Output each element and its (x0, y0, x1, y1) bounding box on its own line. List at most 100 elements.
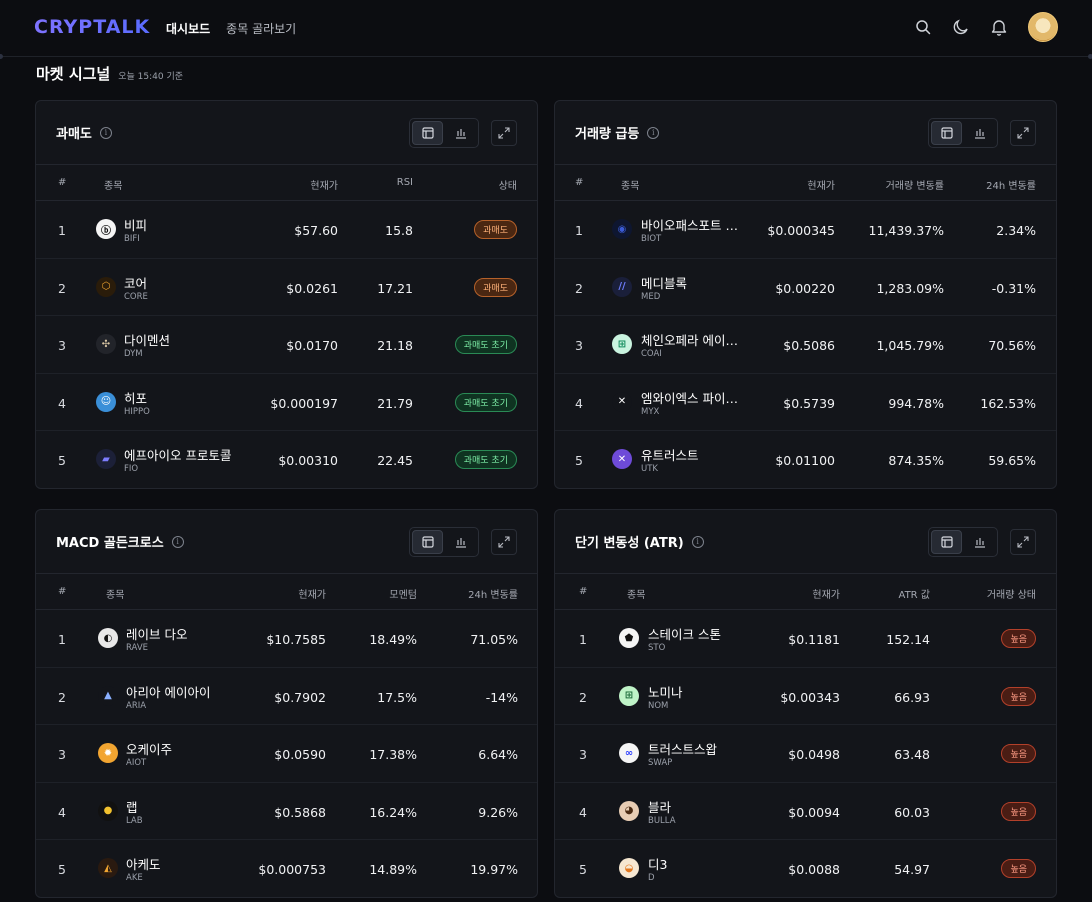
table-row[interactable]: 4 ● 랩 LAB $0.5868 16.24% 9.26% (36, 783, 537, 841)
status-badge: 높음 (1001, 801, 1036, 821)
table-view-icon[interactable] (412, 121, 444, 145)
nav-dashboard[interactable]: 대시보드 (166, 22, 211, 36)
table-row[interactable]: 1 ⓑ 비피 BIFI $57.60 15.8 과매도 (36, 201, 537, 259)
coin-icon: ▲ (98, 685, 118, 706)
bell-icon[interactable] (990, 18, 1008, 36)
table-row[interactable]: 3 ✣ 다이멘션 DYM $0.0170 21.18 과매도 초기 (36, 316, 537, 374)
coin-icon: ▰ (96, 449, 116, 470)
col-momentum: 모멘텀 (389, 590, 417, 601)
info-icon[interactable]: i (99, 126, 112, 139)
table-row[interactable]: 5 ✕ 유트러스트 UTK $0.01100 874.35% 59.65% (555, 431, 1056, 488)
expand-icon[interactable] (1010, 120, 1036, 146)
coin-name[interactable]: 체인오페라 에이… (641, 333, 738, 349)
coin-symbol: MYX (641, 406, 660, 417)
coin-name[interactable]: 아리아 에이아이 (126, 684, 211, 700)
price: $0.000197 (270, 395, 338, 411)
panel-header: 거래량 급등 i (555, 101, 1056, 165)
table-row[interactable]: 2 ⬡ 코어 CORE $0.0261 17.21 과매도 (36, 259, 537, 317)
price: $0.0261 (286, 280, 338, 296)
table-row[interactable]: 1 ◐ 레이브 다오 RAVE $10.7585 18.49% 71.05% (36, 610, 537, 668)
table-view-icon[interactable] (412, 530, 444, 554)
chart-view-icon[interactable] (445, 530, 476, 554)
table-body: 1 ⬟ 스테이크 스톤 STO $0.1181 152.14 높음 2 ⊞ 노미나… (555, 610, 1056, 897)
price: $0.00220 (775, 280, 835, 296)
coin-name[interactable]: 다이멘션 (124, 333, 171, 349)
metric-value: 17.21 (377, 280, 413, 296)
expand-icon[interactable] (491, 120, 517, 146)
coin-name[interactable]: 메디블록 (641, 275, 688, 291)
coin-name[interactable]: 디3 (648, 857, 668, 873)
table-row[interactable]: 4 ☺ 히포 HIPPO $0.000197 21.79 과매도 초기 (36, 374, 537, 432)
table-row[interactable]: 1 ◉ 바이오패스포트 … BIOT $0.000345 11,439.37% 2… (555, 201, 1056, 259)
info-icon[interactable]: i (691, 535, 704, 548)
metric-value: 17.5% (377, 689, 417, 705)
table-row[interactable]: 4 ✕ 엠와이엑스 파이… MYX $0.5739 994.78% 162.53% (555, 374, 1056, 432)
coin-name[interactable]: 트러스트스왑 (648, 742, 718, 758)
coin-name[interactable]: 오케이주 (126, 742, 173, 758)
row-rank: 3 (579, 747, 587, 763)
coin-name[interactable]: 레이브 다오 (126, 627, 188, 642)
coin-name[interactable]: 비피 (124, 218, 148, 233)
table-row[interactable]: 3 ⊞ 체인오페라 에이… COAI $0.5086 1,045.79% 70.5… (555, 316, 1056, 374)
search-icon[interactable] (914, 18, 932, 36)
table-row[interactable]: 2 ⊞ 노미나 NOM $0.00343 66.93 높음 (555, 668, 1056, 726)
coin-name[interactable]: 블라 (648, 799, 672, 815)
coin-name[interactable]: 히포 (124, 390, 148, 406)
price: $0.0170 (286, 338, 338, 354)
table-view-icon[interactable] (931, 121, 963, 145)
row-rank: 1 (579, 632, 587, 647)
table-row[interactable]: 1 ⬟ 스테이크 스톤 STO $0.1181 152.14 높음 (555, 610, 1056, 668)
row-rank: 1 (58, 223, 66, 238)
table-row[interactable]: 5 ◒ 디3 D $0.0088 54.97 높음 (555, 840, 1056, 897)
coin-name[interactable]: 스테이크 스톤 (648, 627, 721, 642)
coin-symbol: AIOT (126, 758, 147, 769)
coin-name[interactable]: 랩 (126, 799, 138, 815)
table-row[interactable]: 2 ▲ 아리아 에이아이 ARIA $0.7902 17.5% -14% (36, 668, 537, 726)
panel-macd-golden-cross: MACD 골든크로스 i # 종목 현재가 모멘텀 24h 변동률 1 ◐ 레이… (35, 509, 538, 898)
change-24h: 2.34% (996, 223, 1036, 238)
coin-name[interactable]: 유트러스트 (641, 448, 699, 464)
table-row[interactable]: 5 ◭ 아케도 AKE $0.000753 14.89% 19.97% (36, 840, 537, 897)
status-badge: 높음 (1001, 859, 1036, 879)
logo[interactable]: CRYPTALK (34, 16, 151, 38)
info-icon[interactable]: i (171, 535, 184, 548)
metric-value: 17.38% (369, 747, 417, 763)
metric-value: 1,045.79% (876, 338, 944, 354)
moon-icon[interactable] (952, 18, 970, 36)
coin-name[interactable]: 에프아이오 프로토콜 (124, 448, 232, 464)
status-badge: 과매도 초기 (454, 392, 517, 412)
coin-symbol: HIPPO (124, 406, 150, 417)
coin-name[interactable]: 코어 (124, 275, 148, 291)
table-row[interactable]: 4 ◕ 블라 BULLA $0.0094 60.03 높음 (555, 783, 1056, 841)
nav-stock-picker[interactable]: 종목 골라보기 (226, 22, 297, 36)
panel-title-text: 과매도 (56, 127, 92, 142)
coin-name[interactable]: 엠와이엑스 파이… (641, 390, 738, 406)
coin-symbol: BIFI (124, 234, 140, 244)
row-rank: 2 (575, 280, 583, 296)
chart-view-icon[interactable] (445, 121, 476, 145)
expand-icon[interactable] (491, 529, 517, 555)
info-icon[interactable]: i (647, 126, 660, 139)
chart-view-icon[interactable] (964, 530, 995, 554)
coin-icon: ✕ (612, 391, 632, 412)
chart-view-icon[interactable] (964, 121, 995, 145)
table-row[interactable]: 5 ▰ 에프아이오 프로토콜 FIO $0.00310 22.45 과매도 초기 (36, 431, 537, 488)
coin-name[interactable]: 바이오패스포트 … (641, 218, 738, 233)
table-row[interactable]: 3 ∞ 트러스트스왑 SWAP $0.0498 63.48 높음 (555, 725, 1056, 783)
table-body: 1 ◉ 바이오패스포트 … BIOT $0.000345 11,439.37% 2… (555, 201, 1056, 488)
coin-icon: ⬡ (96, 276, 116, 297)
expand-icon[interactable] (1010, 529, 1036, 555)
row-rank: 3 (58, 338, 66, 354)
coin-icon: ∞ (619, 743, 639, 764)
coin-name[interactable]: 아케도 (126, 857, 161, 873)
table-row[interactable]: 3 ✹ 오케이주 AIOT $0.0590 17.38% 6.64% (36, 725, 537, 783)
change-24h: -14% (485, 689, 518, 705)
col-atr-value: ATR 값 (898, 590, 931, 601)
status-badge: 과매도 초기 (454, 335, 517, 355)
avatar[interactable] (1028, 12, 1058, 42)
table-row[interactable]: 2 // 메디블록 MED $0.00220 1,283.09% -0.31% (555, 259, 1056, 317)
table-header: # 종목 현재가 ATR 값 거래량 상태 (555, 574, 1056, 610)
coin-name[interactable]: 노미나 (648, 684, 683, 700)
table-view-icon[interactable] (931, 530, 963, 554)
metric-value: 15.8 (385, 223, 413, 238)
